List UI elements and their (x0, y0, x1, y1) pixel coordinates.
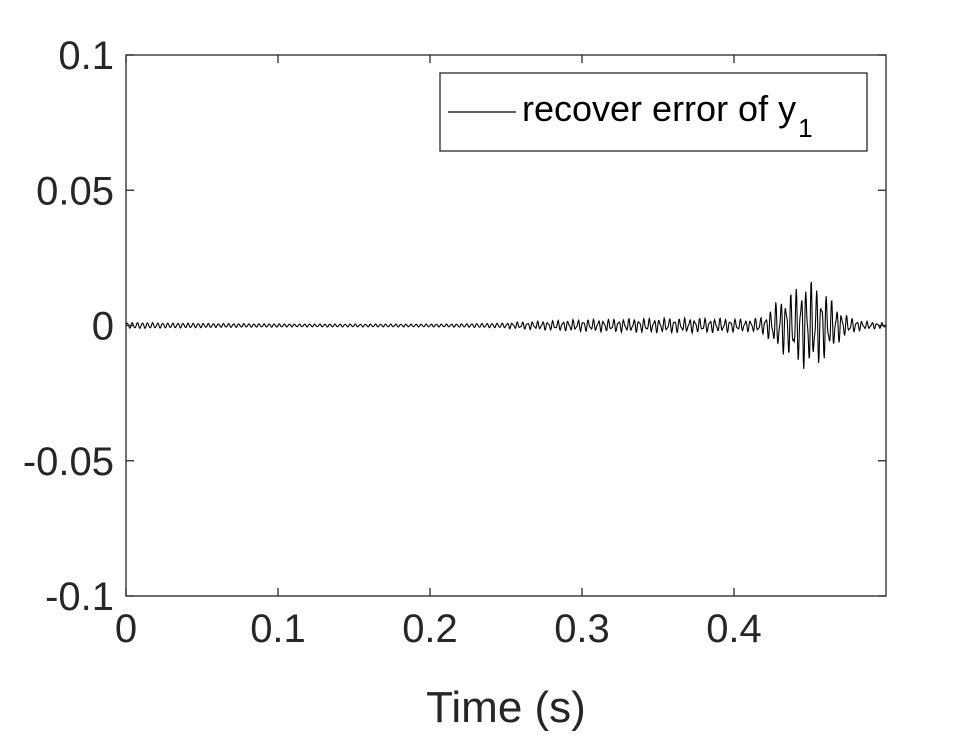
x-tick-label: 0.3 (554, 607, 610, 651)
legend-entry-subscript: 1 (798, 113, 812, 143)
x-axis-title: Time (s) (426, 683, 586, 732)
x-tick-label: 0.2 (402, 607, 458, 651)
y-tick-label: 0.05 (36, 169, 114, 213)
y-tick-label: -0.05 (23, 440, 114, 484)
x-tick-label: 0 (115, 607, 137, 651)
series-line (125, 281, 887, 370)
x-ticks: 0 0.1 0.2 0.3 0.4 (115, 55, 762, 651)
y-tick-label: 0 (92, 305, 114, 349)
legend-entry-label: recover error of y1 (522, 88, 813, 143)
legend-entry-text: recover error of y (522, 88, 796, 129)
y-tick-label: 0.1 (58, 34, 114, 78)
legend: recover error of y1 (439, 72, 868, 152)
x-tick-label: 0.1 (250, 607, 306, 651)
x-tick-label: 0.4 (706, 607, 762, 651)
y-ticks: -0.1 -0.05 0 0.05 0.1 (23, 34, 886, 619)
series-layer (125, 281, 887, 370)
y-tick-label: -0.1 (45, 575, 114, 619)
